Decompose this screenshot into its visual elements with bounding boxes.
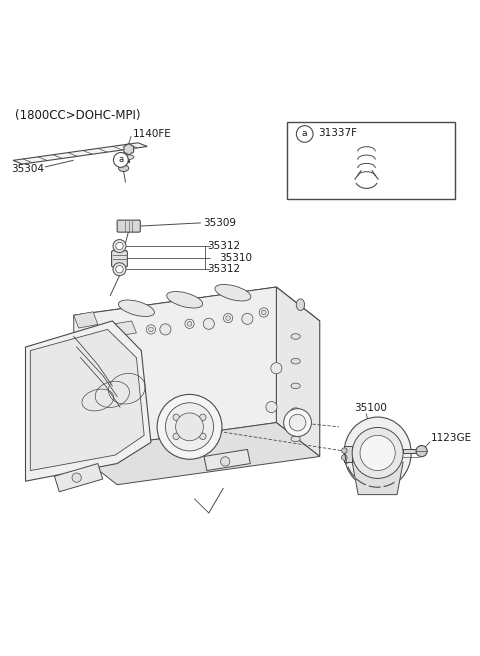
Polygon shape xyxy=(74,422,320,485)
Polygon shape xyxy=(90,321,136,340)
Ellipse shape xyxy=(344,417,411,489)
Ellipse shape xyxy=(296,299,305,310)
Text: 35309: 35309 xyxy=(203,218,236,228)
Polygon shape xyxy=(13,143,147,164)
Circle shape xyxy=(416,445,427,457)
Circle shape xyxy=(113,152,128,167)
Circle shape xyxy=(352,428,403,478)
Polygon shape xyxy=(74,312,98,328)
Circle shape xyxy=(113,262,126,276)
Ellipse shape xyxy=(215,285,251,301)
Circle shape xyxy=(72,473,81,482)
Text: 1140FE: 1140FE xyxy=(132,129,171,139)
Text: (1800CC>DOHC-MPI): (1800CC>DOHC-MPI) xyxy=(15,110,141,123)
Circle shape xyxy=(266,401,277,413)
Polygon shape xyxy=(204,449,250,470)
Circle shape xyxy=(296,126,313,142)
Circle shape xyxy=(341,455,347,461)
Ellipse shape xyxy=(119,165,129,171)
Text: 31337F: 31337F xyxy=(319,128,358,138)
Circle shape xyxy=(360,436,395,470)
Circle shape xyxy=(116,242,123,250)
Ellipse shape xyxy=(167,291,203,308)
Circle shape xyxy=(221,457,230,466)
Ellipse shape xyxy=(291,436,300,441)
FancyBboxPatch shape xyxy=(117,220,140,232)
Text: a: a xyxy=(118,155,123,165)
Circle shape xyxy=(146,325,156,334)
Text: 35312: 35312 xyxy=(207,241,240,251)
Circle shape xyxy=(200,414,206,420)
Ellipse shape xyxy=(291,383,300,388)
Circle shape xyxy=(166,403,214,451)
Ellipse shape xyxy=(291,334,300,339)
Circle shape xyxy=(262,310,266,315)
Polygon shape xyxy=(30,329,144,470)
Polygon shape xyxy=(25,321,151,482)
Circle shape xyxy=(173,414,180,420)
Text: 35312: 35312 xyxy=(207,264,240,274)
Polygon shape xyxy=(74,287,320,349)
Circle shape xyxy=(242,314,253,324)
Circle shape xyxy=(173,433,180,440)
Circle shape xyxy=(203,318,215,329)
Polygon shape xyxy=(403,449,421,453)
Circle shape xyxy=(200,433,206,440)
Text: a: a xyxy=(302,129,308,138)
Circle shape xyxy=(259,308,268,317)
Polygon shape xyxy=(352,462,403,495)
Circle shape xyxy=(284,409,312,436)
Ellipse shape xyxy=(124,155,134,159)
Bar xyxy=(287,122,455,199)
Circle shape xyxy=(149,327,153,332)
Circle shape xyxy=(289,414,306,431)
Text: 35304: 35304 xyxy=(12,164,45,174)
Circle shape xyxy=(226,316,230,320)
Circle shape xyxy=(113,239,126,253)
Circle shape xyxy=(157,394,222,459)
Ellipse shape xyxy=(119,300,155,316)
Circle shape xyxy=(185,319,194,329)
Circle shape xyxy=(224,314,233,323)
Circle shape xyxy=(271,363,282,374)
Circle shape xyxy=(341,448,347,453)
Polygon shape xyxy=(124,144,133,155)
Text: 35100: 35100 xyxy=(354,403,387,413)
Text: 35310: 35310 xyxy=(219,253,252,263)
Text: 1123GE: 1123GE xyxy=(431,433,472,443)
Polygon shape xyxy=(74,287,276,451)
Polygon shape xyxy=(54,464,103,492)
Ellipse shape xyxy=(291,358,300,364)
Circle shape xyxy=(176,413,204,441)
Circle shape xyxy=(160,324,171,335)
Circle shape xyxy=(116,266,123,273)
Polygon shape xyxy=(344,446,352,462)
Circle shape xyxy=(187,321,192,326)
Ellipse shape xyxy=(291,408,300,413)
FancyBboxPatch shape xyxy=(111,251,127,267)
Polygon shape xyxy=(276,287,320,457)
